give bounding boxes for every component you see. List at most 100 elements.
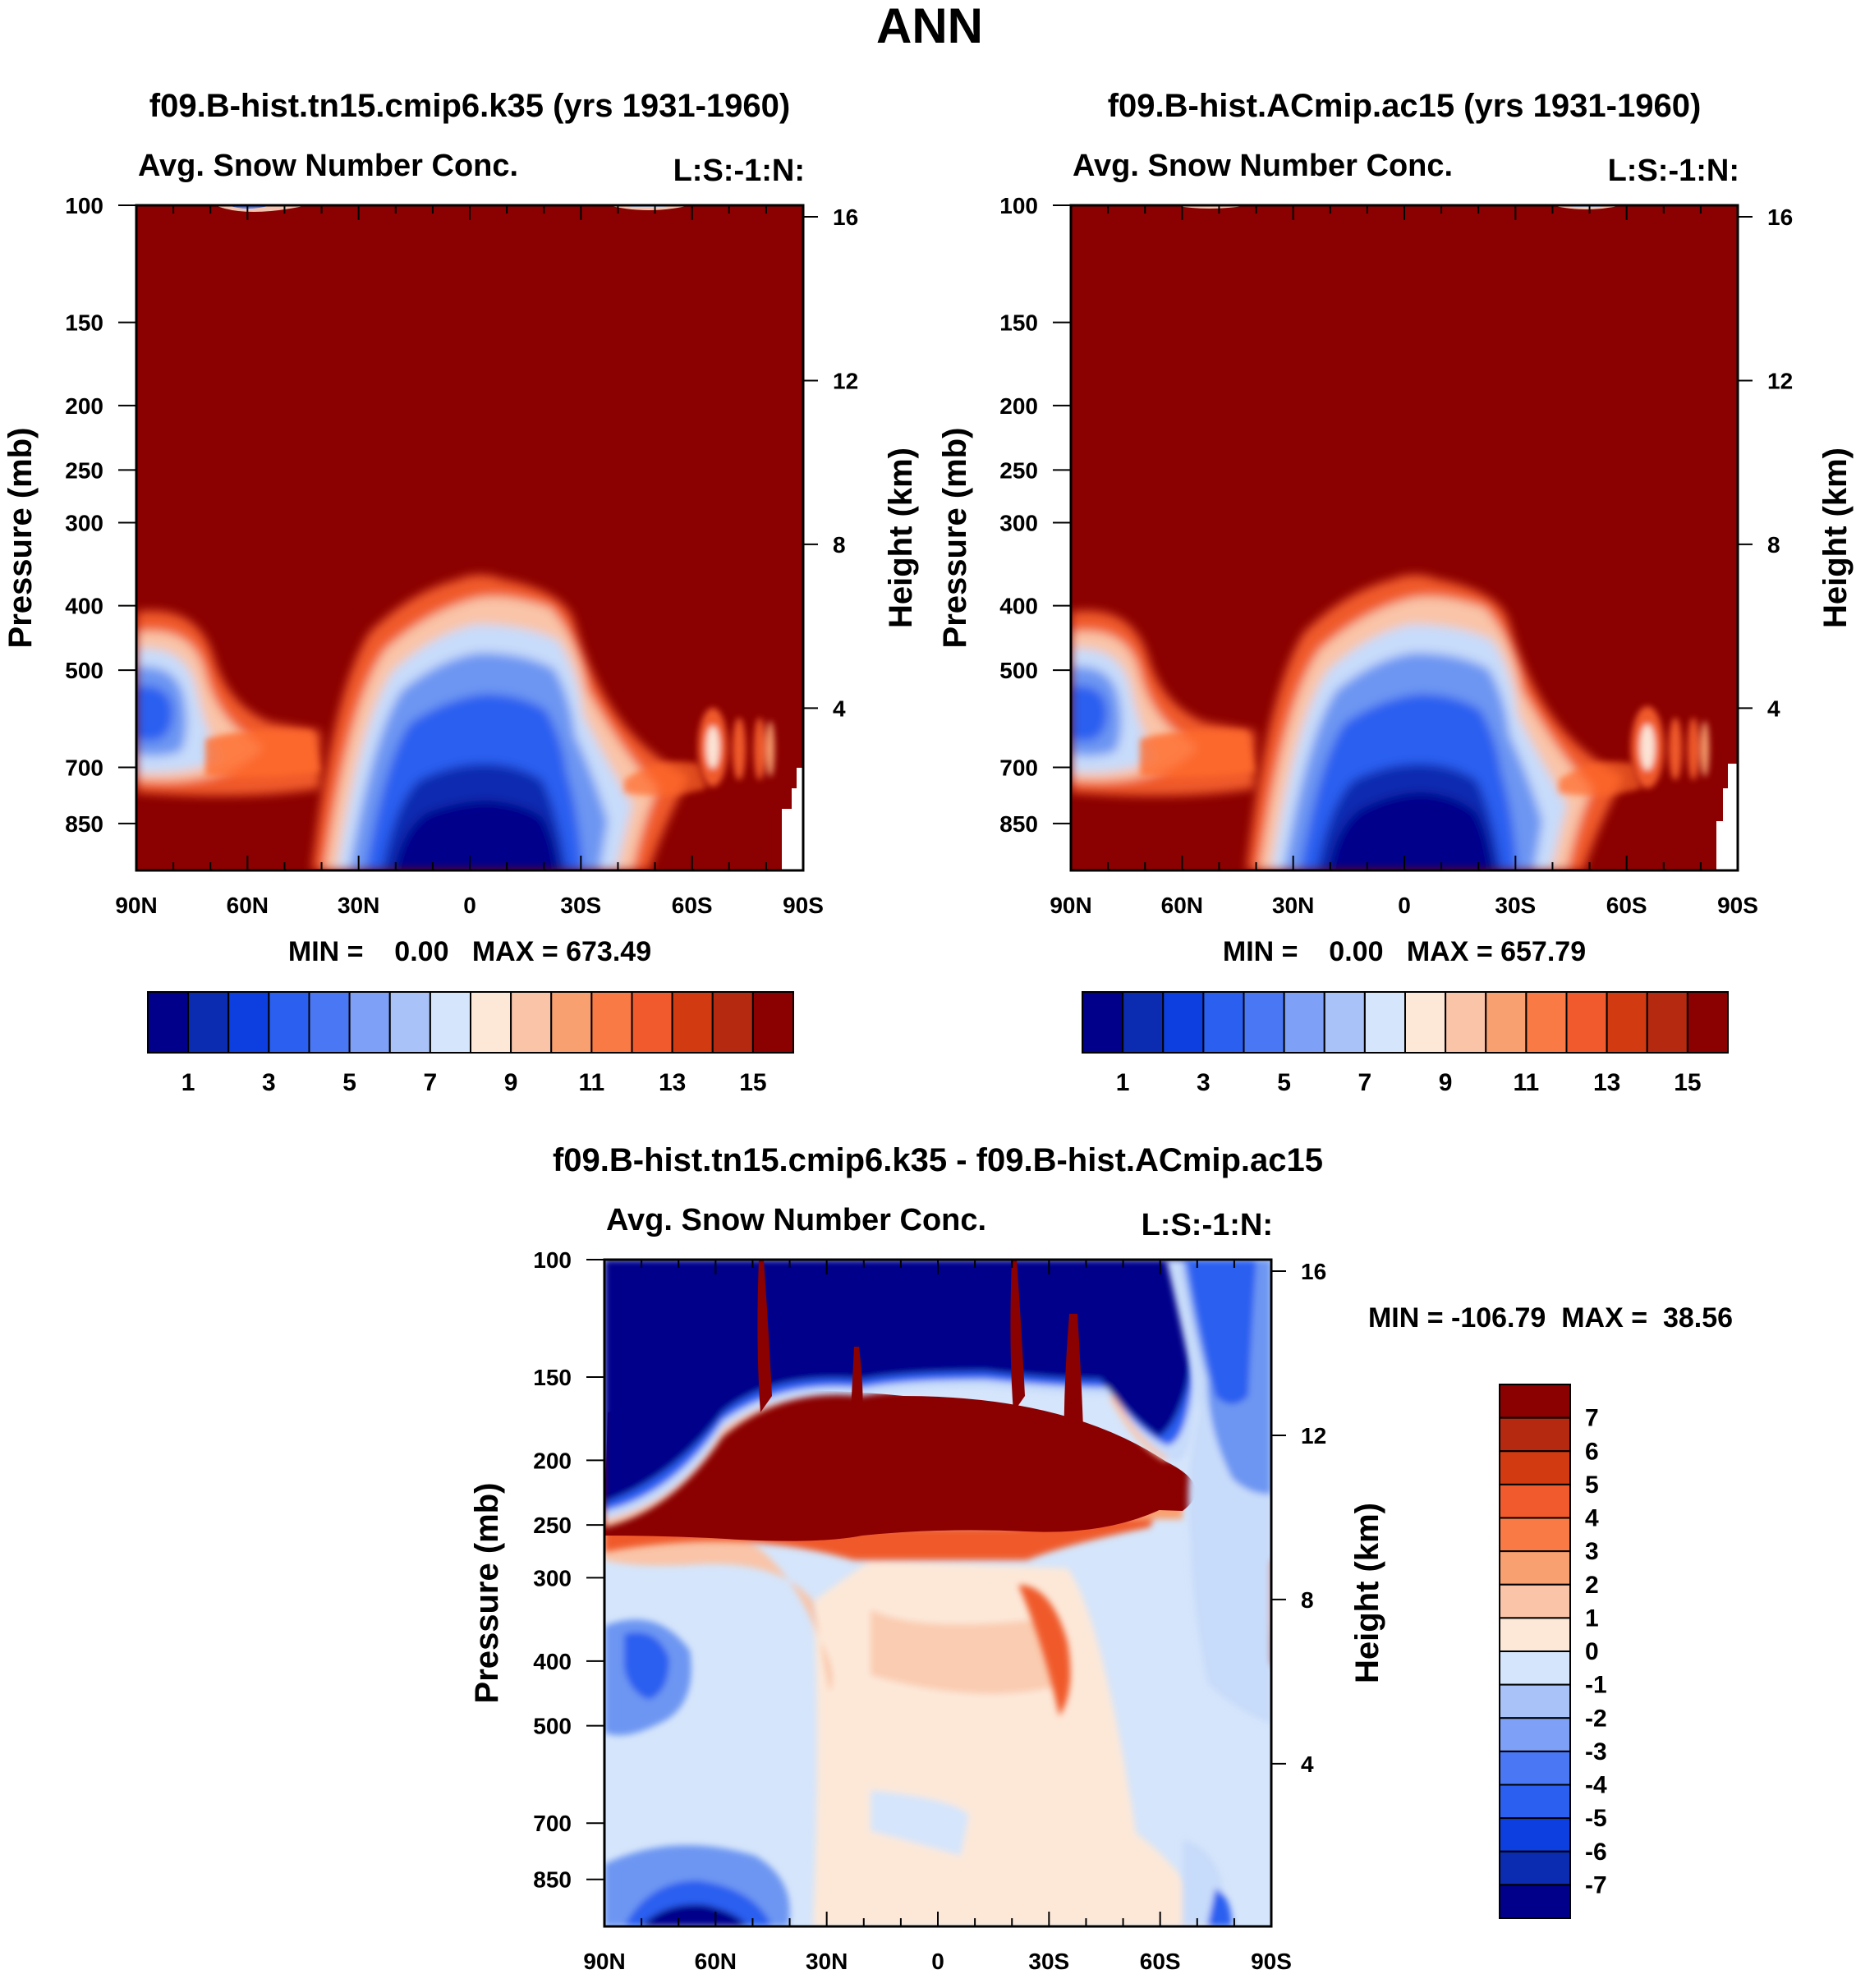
panel-2: f09.B-hist.ACmip.ac15 (yrs 1931-1960) Av… bbox=[937, 88, 1854, 1096]
panel-3-upper-red-spikes bbox=[757, 1260, 1084, 1462]
y-tick-label: 400 bbox=[999, 594, 1038, 619]
colorbar-box bbox=[1686, 991, 1729, 1054]
y2-tick-label: 16 bbox=[1301, 1259, 1326, 1284]
y2-tick-label: 4 bbox=[1767, 696, 1780, 721]
y-tick-label: 100 bbox=[999, 193, 1038, 218]
colorbar-box bbox=[1499, 1416, 1571, 1453]
y-tick-label: 200 bbox=[999, 393, 1038, 419]
x-tick-label: 0 bbox=[931, 1949, 944, 1974]
panel-2-axes: 90N 60N 30N 0 30S 60S 90S 100 150 200 250 300 400 500… bbox=[999, 193, 1793, 918]
colorbar-box bbox=[1499, 1583, 1571, 1619]
x-tick-label: 30N bbox=[1272, 893, 1314, 918]
colorbar-label: 15 bbox=[739, 1069, 766, 1096]
panel-3-left-blue-patch bbox=[604, 1619, 691, 1736]
panel-1-ylabel: Pressure (mb) bbox=[2, 428, 39, 649]
colorbar-box bbox=[1499, 1550, 1571, 1586]
colorbar-box bbox=[1499, 1717, 1571, 1752]
y-tick-label: 150 bbox=[533, 1365, 572, 1390]
panel-1-tropical-dome bbox=[312, 575, 690, 870]
x-tick-label: 0 bbox=[1398, 893, 1411, 918]
panel-1-min-max: MIN = 0.00 MAX = 673.49 bbox=[288, 936, 651, 967]
y2-tick-label: 8 bbox=[1301, 1587, 1314, 1613]
colorbar-box bbox=[1499, 1517, 1571, 1553]
colorbar-box bbox=[751, 991, 794, 1054]
y-tick-label: 150 bbox=[65, 310, 103, 336]
y-tick-label: 200 bbox=[65, 393, 103, 419]
y2-tick-label: 12 bbox=[1301, 1423, 1326, 1449]
y-tick-label: 100 bbox=[533, 1247, 572, 1273]
y-tick-label: 500 bbox=[65, 658, 103, 683]
colorbar-label: 9 bbox=[504, 1069, 518, 1096]
colorbar-label: 3 bbox=[1585, 1538, 1599, 1565]
y2-tick-label: 8 bbox=[833, 532, 846, 558]
colorbar-box bbox=[1499, 1817, 1571, 1853]
x-tick-label: 30N bbox=[338, 893, 379, 918]
x-tick-label: 60N bbox=[695, 1949, 737, 1974]
panel-1-midlevel-band bbox=[205, 729, 706, 796]
y-tick-label: 850 bbox=[65, 811, 103, 837]
colorbar-box bbox=[268, 991, 310, 1054]
x-tick-label: 30S bbox=[560, 893, 601, 918]
panel-3-axes: 90N 60N 30N 0 30S 60S 90S 100 150 200 250 300 400 500… bbox=[533, 1247, 1326, 1974]
colorbar-box bbox=[1323, 991, 1366, 1054]
colorbar-box bbox=[1499, 1617, 1571, 1652]
panel-1-title: f09.B-hist.tn15.cmip6.k35 (yrs 1931-1960… bbox=[149, 88, 790, 124]
colorbar-label: 7 bbox=[424, 1069, 438, 1096]
y-tick-label: 300 bbox=[65, 510, 103, 535]
colorbar-box bbox=[1122, 991, 1165, 1054]
colorbar-label: 5 bbox=[1277, 1069, 1291, 1096]
panel-2-min-max: MIN = 0.00 MAX = 657.79 bbox=[1223, 936, 1586, 967]
colorbar-box bbox=[1499, 1784, 1571, 1820]
colorbar-label: 15 bbox=[1674, 1069, 1701, 1096]
panel-1-subtitle-left: Avg. Snow Number Conc. bbox=[138, 149, 518, 183]
colorbar-box bbox=[1565, 991, 1608, 1054]
panel-3-upper-blue-region bbox=[604, 1260, 1205, 1527]
colorbar-box bbox=[1606, 991, 1648, 1054]
colorbar-box bbox=[1162, 991, 1205, 1054]
y2-tick-label: 4 bbox=[833, 696, 846, 721]
colorbar-label: 9 bbox=[1439, 1069, 1453, 1096]
colorbar-box bbox=[308, 991, 351, 1054]
panel-2-midlevel-band bbox=[1140, 729, 1641, 796]
panel-3-y2label: Height (km) bbox=[1349, 1503, 1385, 1683]
panel-3-contour-field bbox=[604, 1260, 1271, 1926]
y2-tick-label: 16 bbox=[1767, 204, 1793, 230]
colorbar-box bbox=[470, 991, 512, 1054]
colorbar-box bbox=[550, 991, 593, 1054]
panel-3: f09.B-hist.tn15.cmip6.k35 - f09.B-hist.A… bbox=[469, 1142, 1733, 1974]
y-tick-label: 300 bbox=[999, 510, 1038, 535]
y2-tick-label: 8 bbox=[1767, 532, 1780, 558]
y-tick-label: 250 bbox=[65, 457, 103, 483]
colorbar-box bbox=[590, 991, 633, 1054]
x-tick-label: 90N bbox=[583, 1949, 625, 1974]
panel-1-subtitle-right: L:S:-1:N: bbox=[673, 154, 805, 188]
colorbar-box bbox=[1445, 991, 1487, 1054]
colorbar-label: 7 bbox=[1358, 1069, 1372, 1096]
colorbar-box bbox=[671, 991, 714, 1054]
panel-2-missing-data bbox=[1716, 764, 1738, 870]
colorbar-label: 11 bbox=[579, 1069, 605, 1096]
colorbar-label: 0 bbox=[1585, 1638, 1599, 1665]
colorbar-box bbox=[1499, 1450, 1571, 1485]
colorbar-box bbox=[1499, 1850, 1571, 1886]
panel-2-southern-cells bbox=[1631, 706, 1709, 788]
colorbar-label: 11 bbox=[1514, 1069, 1540, 1096]
colorbar-label: 1 bbox=[181, 1069, 195, 1096]
panel-3-right-blue-column bbox=[1166, 1260, 1271, 1926]
colorbar-label: 3 bbox=[1197, 1069, 1211, 1096]
panel-2-title: f09.B-hist.ACmip.ac15 (yrs 1931-1960) bbox=[1108, 88, 1702, 124]
colorbar-label: 4 bbox=[1585, 1505, 1599, 1532]
panel-3-colorbar: 7 6 5 4 3 2 1 0 -1 -2 -3 -4 -5 -6 -7 bbox=[1499, 1384, 1607, 1919]
y-tick-label: 250 bbox=[533, 1513, 572, 1538]
colorbar-box bbox=[1646, 991, 1688, 1054]
panel-3-bottom-blue-patch bbox=[604, 1845, 790, 1926]
figure-title: ANN bbox=[876, 0, 983, 53]
colorbar-box bbox=[227, 991, 270, 1054]
panel-3-dark-red-band bbox=[604, 1390, 1196, 1541]
panel-2-subtitle-right: L:S:-1:N: bbox=[1608, 154, 1739, 188]
y-tick-label: 250 bbox=[999, 457, 1038, 483]
panel-3-subtitle-right: L:S:-1:N: bbox=[1142, 1208, 1273, 1242]
panel-1-colorbar: 1 3 5 7 9 11 13 15 bbox=[147, 991, 794, 1096]
x-tick-label: 90S bbox=[1717, 893, 1758, 918]
